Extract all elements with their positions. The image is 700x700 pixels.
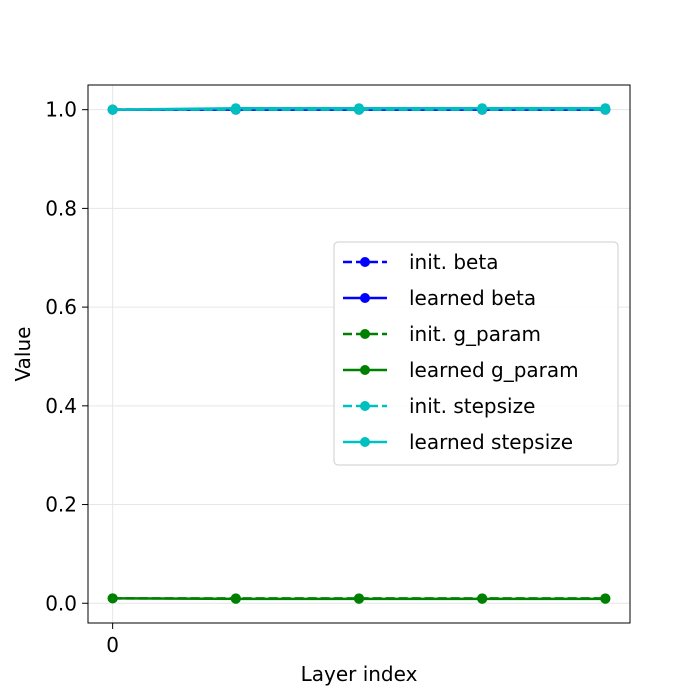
legend-label-learned-g-param: learned g_param bbox=[409, 358, 579, 382]
data-point-learned-g-param bbox=[107, 593, 118, 604]
legend-box bbox=[333, 241, 619, 466]
data-point-learned-stepsize bbox=[600, 103, 611, 114]
legend-label-learned-beta: learned beta bbox=[409, 286, 536, 310]
legend-label-init-g-param: init. g_param bbox=[409, 322, 541, 346]
legend-marker-learned-stepsize bbox=[360, 437, 370, 447]
y-tick-label: 0.4 bbox=[45, 394, 77, 418]
y-tick-label: 0.6 bbox=[45, 295, 77, 319]
y-axis-label: Value bbox=[11, 327, 35, 382]
x-axis: 0 bbox=[106, 623, 119, 657]
legend-marker-init-stepsize bbox=[360, 401, 370, 411]
legend: init. beta learned beta init. g_paramlearn… bbox=[333, 241, 619, 466]
data-point-learned-g-param bbox=[354, 593, 364, 604]
y-axis: 0.0 0.2 0.4 0.6 0.8 1.0 bbox=[45, 98, 88, 615]
legend-label-learned-stepsize: learned stepsize bbox=[409, 430, 573, 454]
series-layer bbox=[107, 103, 611, 604]
plot-frame bbox=[87, 84, 631, 624]
y-tick-label: 1.0 bbox=[45, 98, 77, 122]
legend-marker-learned-g-param bbox=[360, 365, 370, 375]
legend-label-init-beta: init. beta bbox=[409, 250, 498, 274]
data-point-learned-g-param bbox=[230, 593, 241, 604]
legend-label-init-stepsize: init. stepsize bbox=[409, 394, 535, 418]
y-tick-label: 0.8 bbox=[45, 196, 77, 220]
x-tick-label: 0 bbox=[106, 633, 119, 657]
data-point-learned-g-param bbox=[477, 593, 488, 604]
data-point-learned-stepsize bbox=[230, 103, 241, 114]
legend-marker-init-beta bbox=[360, 257, 370, 267]
data-point-learned-stepsize bbox=[107, 104, 118, 115]
legend-marker-learned-beta bbox=[360, 293, 370, 303]
data-point-learned-stepsize bbox=[477, 103, 488, 114]
data-point-learned-g-param bbox=[600, 593, 611, 604]
y-tick-label: 0.2 bbox=[45, 493, 77, 517]
y-tick-label: 0.0 bbox=[45, 591, 77, 615]
x-axis-label: Layer index bbox=[301, 662, 418, 686]
data-point-learned-stepsize bbox=[354, 103, 364, 114]
legend-marker-init-g-param bbox=[360, 329, 370, 339]
